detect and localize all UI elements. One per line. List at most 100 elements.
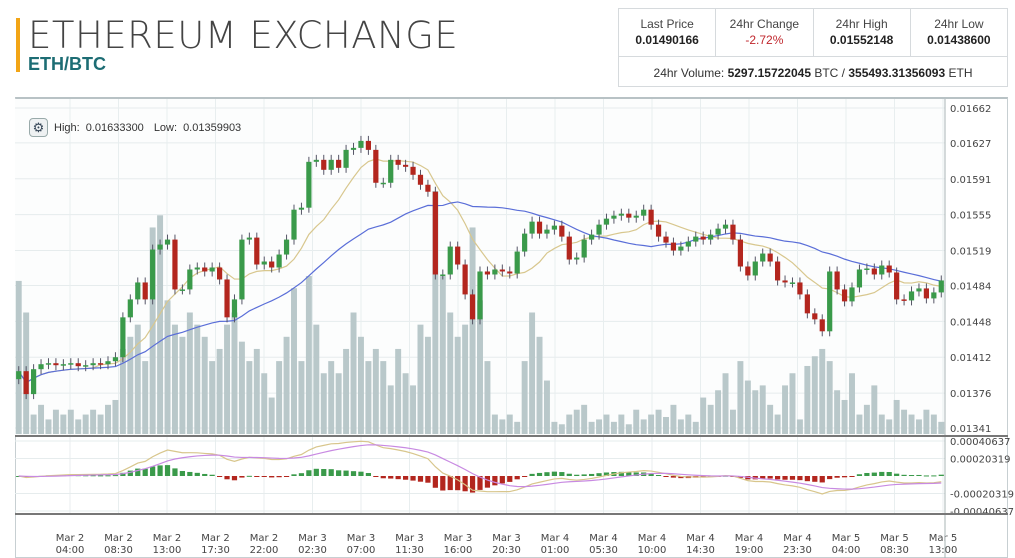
macd-histogram-bar — [410, 476, 416, 481]
candle-down — [425, 184, 431, 192]
candle-down — [53, 363, 59, 366]
macd-histogram-bar — [782, 476, 788, 480]
candle-down — [172, 239, 178, 290]
macd-histogram-bar — [655, 475, 662, 477]
volume-bar — [105, 404, 111, 434]
candle-up — [522, 233, 528, 252]
volume-bar — [521, 361, 528, 434]
volume-bar — [506, 414, 513, 434]
volume-bar — [707, 404, 714, 434]
macd-histogram-bar — [529, 473, 535, 476]
macd-histogram-bar — [216, 476, 223, 477]
candle-up — [16, 371, 22, 380]
gear-icon[interactable]: ⚙ — [29, 118, 48, 137]
candle-up — [849, 287, 855, 302]
macd-histogram-bar — [938, 474, 944, 476]
macd-histogram-bar — [767, 476, 773, 479]
volume-bar — [901, 409, 908, 434]
candle-down — [745, 266, 751, 276]
macd-histogram-bar — [923, 475, 930, 477]
candle-down — [202, 267, 208, 272]
volume-bar — [157, 215, 164, 434]
trading-pair: ETH/BTC — [28, 54, 106, 74]
volume-bar — [782, 385, 789, 434]
signal-line — [18, 444, 942, 490]
macd-histogram-bar — [596, 473, 602, 476]
macd-histogram-bar — [432, 476, 438, 488]
volume-bar — [581, 404, 588, 434]
volume-bar — [923, 409, 930, 434]
high-label: High: — [54, 121, 80, 134]
candle-up — [722, 224, 729, 229]
time-tick-time: 22:00 — [250, 545, 279, 556]
macd-histogram-bar — [321, 469, 327, 476]
macd-histogram-bar — [425, 476, 431, 483]
candle-up — [30, 369, 37, 395]
candle-down — [455, 246, 461, 265]
macd-histogram-bar — [135, 468, 141, 476]
volume-bar — [655, 409, 662, 434]
macd-histogram-bar — [678, 476, 684, 479]
volume-bar — [558, 424, 565, 434]
macd-histogram-bar — [812, 476, 818, 482]
candle-up — [120, 317, 126, 358]
candle-down — [901, 299, 907, 301]
macd-histogram-bar — [246, 475, 252, 477]
time-tick-time: 16:00 — [444, 545, 473, 556]
time-tick-time: 23:30 — [783, 545, 812, 556]
candle-up — [908, 291, 915, 301]
volume-bar — [253, 348, 260, 434]
macd-histogram-bar — [477, 476, 483, 490]
macd-histogram-bar — [559, 472, 565, 476]
candle-down — [886, 265, 892, 273]
candle-up — [603, 218, 610, 225]
candle-down — [626, 213, 632, 218]
volume-bar — [610, 421, 617, 434]
time-tick-time: 04:00 — [56, 545, 85, 556]
eth-unit: ETH — [948, 66, 973, 80]
macd-histogram-bar — [588, 473, 595, 476]
macd-histogram-bar — [231, 476, 238, 481]
candle-down — [462, 264, 468, 295]
stat-value: 0.01438600 — [927, 33, 991, 47]
macd-histogram-bar — [179, 470, 186, 476]
volume-bar — [372, 348, 379, 434]
candle-down — [23, 371, 29, 395]
candle-up — [68, 363, 74, 365]
time-tick-time: 17:30 — [201, 545, 230, 556]
volume-bar — [938, 421, 945, 434]
candle-up — [298, 207, 305, 210]
macd-histogram-bar — [224, 476, 230, 480]
macd-histogram-bar — [395, 476, 401, 480]
time-tick-time: 10:00 — [638, 545, 667, 556]
candle-up — [90, 363, 96, 366]
stat-24hr-high: 24hr High 0.01552148 — [814, 9, 911, 56]
time-tick-date: Mar 4 — [735, 533, 763, 544]
macd-histogram-bar — [856, 474, 863, 476]
volume-bar — [194, 324, 201, 434]
macd-histogram-bar — [291, 474, 297, 476]
time-tick-date: Mar 2 — [104, 533, 132, 544]
candle-down — [484, 271, 491, 275]
candle-down — [566, 236, 572, 260]
candle-up — [856, 269, 863, 288]
time-tick-date: Mar 3 — [492, 533, 520, 544]
volume-bar — [849, 373, 855, 434]
volume-bar — [45, 419, 52, 434]
volume-bar — [179, 336, 186, 434]
volume-bar — [685, 414, 692, 434]
candle-down — [321, 159, 327, 170]
time-tick-time: 02:30 — [298, 545, 327, 556]
candle-down — [700, 236, 706, 240]
macd-histogram-bar — [447, 476, 453, 491]
volume-bar — [477, 300, 483, 434]
candle-down — [737, 239, 744, 267]
candle-down — [730, 224, 736, 240]
volume-bar — [796, 419, 803, 434]
volume-bar — [618, 414, 625, 434]
macd-histogram-bar — [388, 476, 394, 479]
volume-bar — [231, 312, 238, 434]
macd-histogram-bar — [402, 476, 409, 480]
macd-histogram-bar — [499, 476, 505, 484]
